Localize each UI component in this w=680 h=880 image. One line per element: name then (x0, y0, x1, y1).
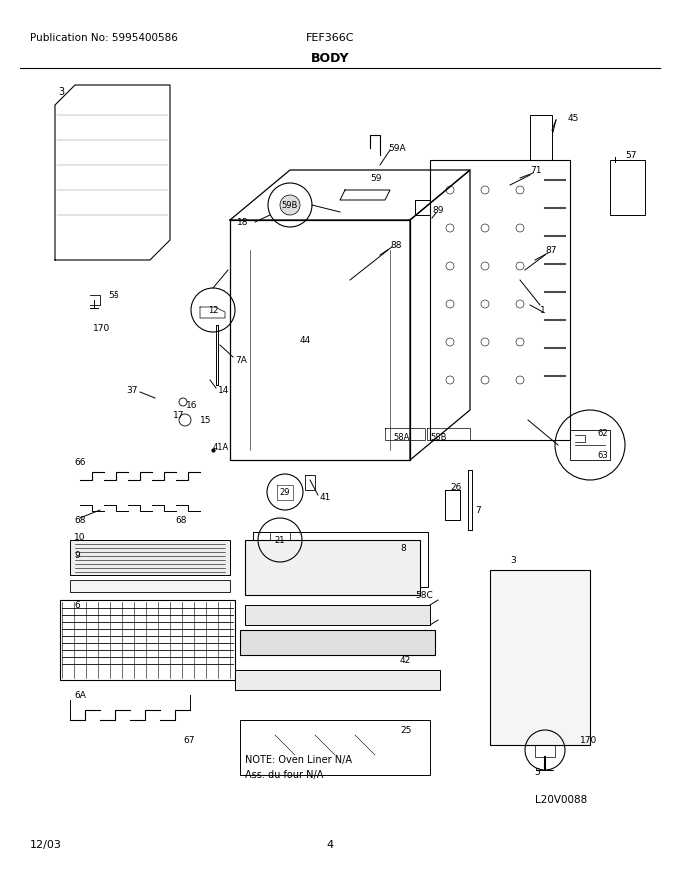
Text: BODY: BODY (311, 52, 350, 64)
Text: 3: 3 (510, 555, 515, 564)
Text: 87: 87 (545, 246, 556, 254)
FancyBboxPatch shape (240, 630, 435, 655)
Text: 17: 17 (173, 410, 184, 420)
Text: Publication No: 5995400586: Publication No: 5995400586 (30, 33, 178, 43)
Text: NOTE: Oven Liner N/A: NOTE: Oven Liner N/A (245, 755, 352, 765)
Text: 68: 68 (74, 516, 86, 524)
Text: 5: 5 (113, 290, 118, 299)
Text: 12/03: 12/03 (30, 840, 62, 850)
Text: 45: 45 (568, 114, 579, 122)
Text: 18: 18 (237, 217, 248, 226)
FancyBboxPatch shape (235, 670, 440, 690)
Text: 8: 8 (400, 544, 406, 553)
Text: 15: 15 (200, 415, 211, 424)
FancyBboxPatch shape (70, 540, 230, 575)
Text: 41A: 41A (213, 443, 229, 451)
Text: 58B: 58B (430, 432, 447, 442)
Text: 68: 68 (175, 516, 186, 524)
Text: 5: 5 (534, 767, 540, 776)
Text: 25: 25 (400, 725, 411, 735)
Text: 66: 66 (74, 458, 86, 466)
Text: 26: 26 (450, 482, 461, 492)
Text: 6: 6 (74, 600, 80, 610)
Text: 58: 58 (245, 613, 256, 622)
Text: 3: 3 (58, 87, 64, 97)
Text: 63: 63 (597, 451, 608, 459)
Text: 170: 170 (580, 736, 597, 744)
FancyBboxPatch shape (70, 580, 230, 592)
Text: 67: 67 (183, 736, 194, 744)
Text: 1: 1 (540, 305, 546, 314)
FancyBboxPatch shape (245, 605, 430, 625)
Text: 7: 7 (475, 505, 481, 515)
Text: 59: 59 (370, 173, 381, 182)
Text: 58C: 58C (415, 590, 432, 599)
Text: 14: 14 (218, 385, 229, 394)
Text: 7A: 7A (235, 356, 247, 364)
Text: 59A: 59A (388, 143, 406, 152)
Circle shape (280, 195, 300, 215)
Text: 5-: 5- (108, 290, 117, 299)
Text: 88: 88 (390, 240, 401, 250)
Text: 21: 21 (275, 536, 285, 545)
Text: FEF366C: FEF366C (306, 33, 354, 43)
Text: 57: 57 (625, 150, 636, 159)
Text: 6A: 6A (74, 691, 86, 700)
Text: 41: 41 (320, 493, 331, 502)
Text: 37: 37 (126, 385, 137, 394)
Text: 12: 12 (208, 305, 218, 314)
Text: 89: 89 (432, 206, 443, 215)
Text: 29: 29 (279, 488, 290, 496)
Text: 44: 44 (300, 335, 311, 344)
FancyBboxPatch shape (245, 540, 420, 595)
Text: 16: 16 (186, 400, 197, 409)
Text: 59B: 59B (282, 201, 299, 209)
Text: Ass. du four N/A: Ass. du four N/A (245, 770, 324, 780)
Text: L20V0088: L20V0088 (535, 795, 588, 805)
Text: 62: 62 (597, 429, 608, 437)
Text: 58A: 58A (393, 432, 409, 442)
FancyBboxPatch shape (490, 570, 590, 745)
Text: 9: 9 (74, 551, 80, 560)
Text: 42: 42 (400, 656, 411, 664)
Text: 10: 10 (74, 532, 86, 541)
Text: 170: 170 (93, 324, 110, 333)
Text: 4: 4 (326, 840, 334, 850)
Text: 71: 71 (530, 165, 541, 174)
